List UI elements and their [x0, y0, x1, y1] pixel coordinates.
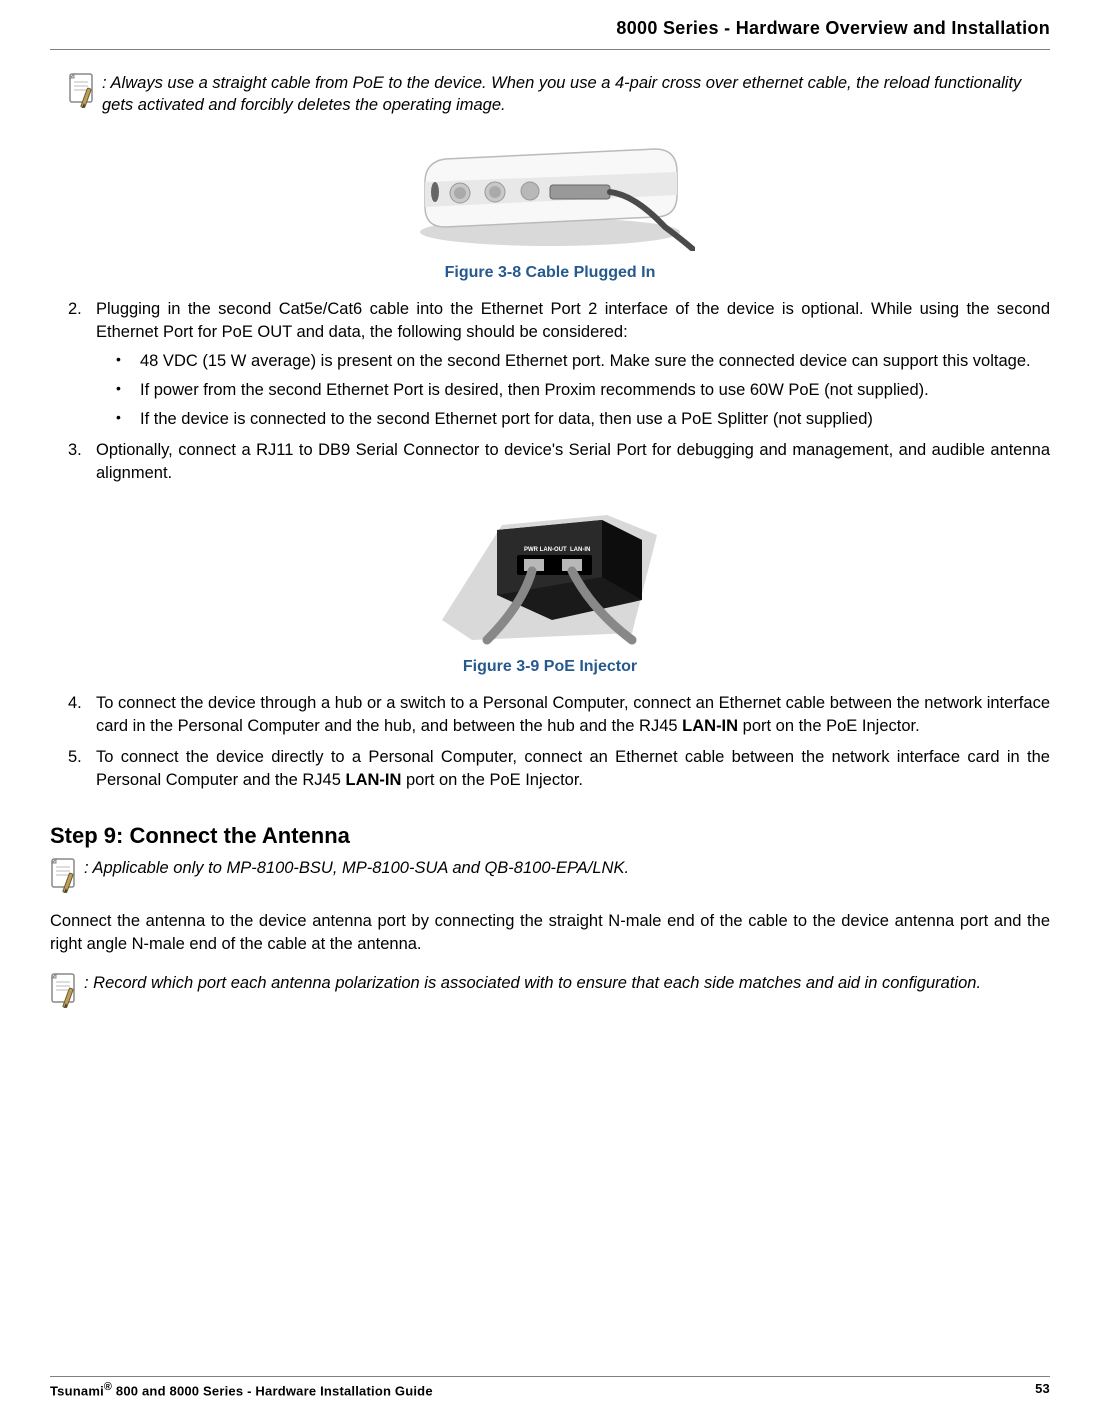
page-header: 8000 Series - Hardware Overview and Inst… — [50, 18, 1050, 39]
figure-1-container — [50, 137, 1050, 256]
note-block-3: : Record which port each antenna polariz… — [50, 972, 1050, 1013]
list-number: 5. — [68, 746, 82, 769]
bold-text: LAN-IN — [345, 771, 401, 789]
note-text-1: : Always use a straight cable from PoE t… — [102, 72, 1050, 117]
list-item-5: 5. To connect the device directly to a P… — [68, 746, 1050, 792]
list-number: 2. — [68, 298, 82, 321]
page-number: 53 — [1035, 1381, 1050, 1398]
figure-2-caption: Figure 3-9 PoE Injector — [50, 658, 1050, 676]
footer-rule — [50, 1376, 1050, 1377]
antenna-paragraph: Connect the antenna to the device antenn… — [50, 910, 1050, 956]
list-number: 3. — [68, 439, 82, 462]
poe-injector-image: PWR LAN-OUT LAN-IN — [432, 505, 668, 645]
list-item-2: 2. Plugging in the second Cat5e/Cat6 cab… — [68, 298, 1050, 431]
note-block-1: : Always use a straight cable from PoE t… — [68, 72, 1050, 117]
bold-text: LAN-IN — [682, 717, 738, 735]
list-text-post: port on the PoE Injector. — [738, 717, 920, 735]
note-text-2: : Applicable only to MP-8100-BSU, MP-810… — [84, 857, 629, 879]
list-text: Plugging in the second Cat5e/Cat6 cable … — [96, 300, 1050, 341]
sub-list-item: If the device is connected to the second… — [116, 408, 1050, 431]
sub-list-item: 48 VDC (15 W average) is present on the … — [116, 350, 1050, 373]
sub-list-item: If power from the second Ethernet Port i… — [116, 379, 1050, 402]
list-text-post: port on the PoE Injector. — [401, 771, 583, 789]
note-block-2: : Applicable only to MP-8100-BSU, MP-810… — [50, 857, 1050, 898]
list-item-4: 4. To connect the device through a hub o… — [68, 692, 1050, 738]
footer-left: Tsunami® 800 and 8000 Series - Hardware … — [50, 1381, 433, 1398]
notepad-icon — [68, 72, 100, 113]
page-footer: Tsunami® 800 and 8000 Series - Hardware … — [50, 1376, 1050, 1398]
device-image — [405, 137, 695, 251]
note-text-3: : Record which port each antenna polariz… — [84, 972, 981, 994]
step-heading: Step 9: Connect the Antenna — [50, 823, 1050, 849]
notepad-icon — [50, 857, 82, 898]
list-number: 4. — [68, 692, 82, 715]
notepad-icon — [50, 972, 82, 1013]
svg-text:LAN-IN: LAN-IN — [570, 547, 590, 553]
list-item-3: 3. Optionally, connect a RJ11 to DB9 Ser… — [68, 439, 1050, 485]
list-text: Optionally, connect a RJ11 to DB9 Serial… — [96, 441, 1050, 482]
header-rule — [50, 49, 1050, 50]
svg-text:PWR LAN-OUT: PWR LAN-OUT — [524, 547, 567, 553]
figure-2-container: PWR LAN-OUT LAN-IN — [50, 505, 1050, 650]
figure-1-caption: Figure 3-8 Cable Plugged In — [50, 264, 1050, 282]
